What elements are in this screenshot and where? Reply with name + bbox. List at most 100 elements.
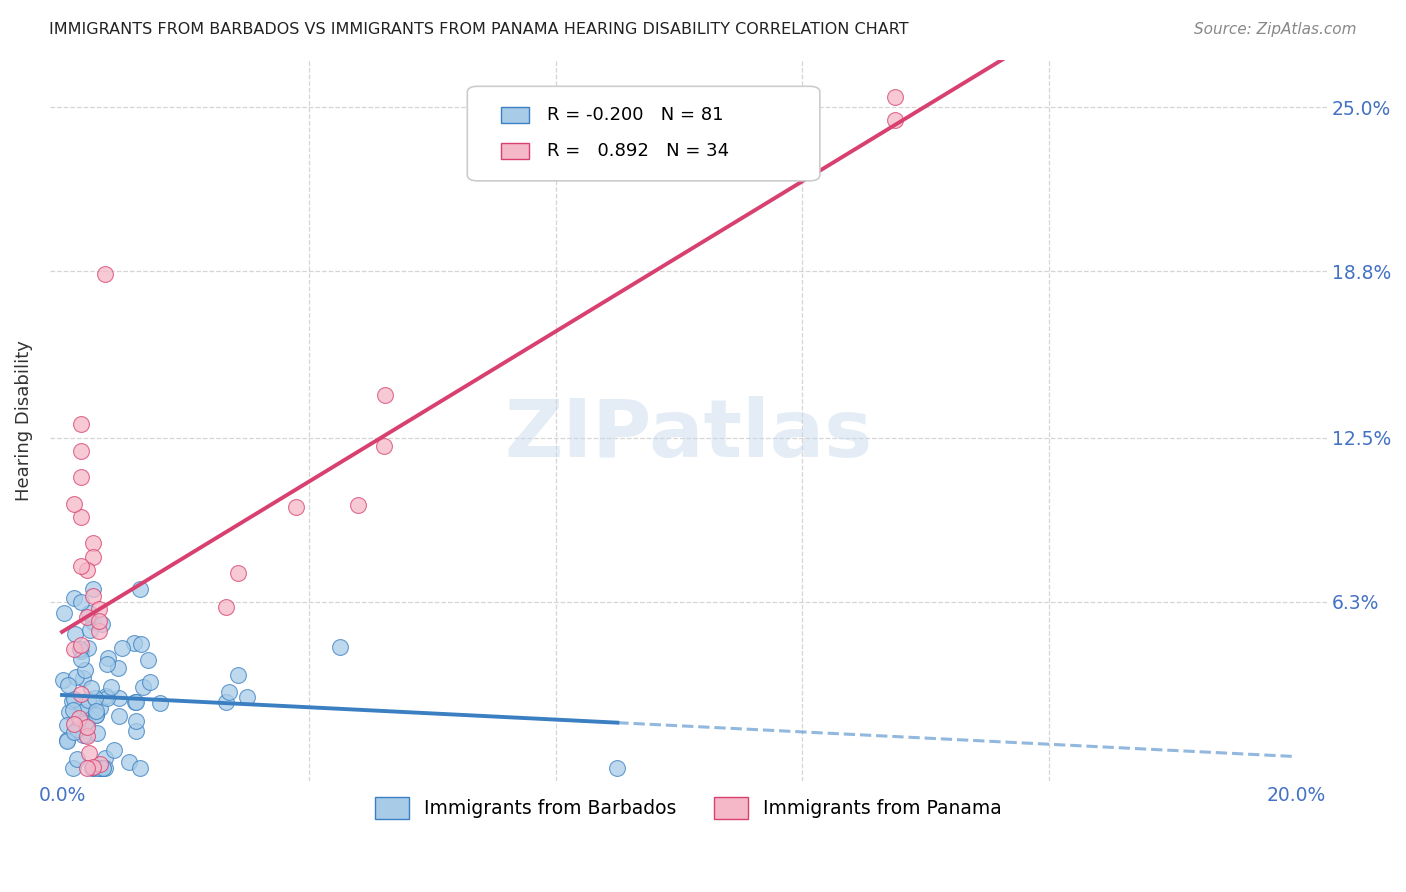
Point [108,709,131,723]
Point [884,113,907,128]
Point [77,692,100,706]
Point [125,695,148,709]
Point [124,695,146,709]
Point [70,699,93,714]
Point [83,761,105,775]
Point [129,637,152,651]
Point [94,751,117,765]
Point [73,715,96,730]
Point [228,668,250,682]
Point [69,443,91,458]
Point [76,730,98,744]
Point [111,640,134,655]
Point [94,267,117,281]
Point [69,652,91,666]
Point [76,714,98,729]
Text: R = -0.200   N = 81: R = -0.200 N = 81 [547,106,723,124]
Point [97,651,120,665]
Point [60,694,83,708]
Point [52,606,75,620]
Point [82,536,104,550]
Point [107,661,129,675]
Point [86,704,108,718]
Point [52,673,75,687]
Point [87,614,110,628]
Point [69,687,91,701]
Point [56,678,79,692]
Point [69,417,91,432]
Point [82,589,104,603]
Point [76,720,98,734]
Point [89,757,111,772]
Point [70,644,93,658]
Point [107,690,129,705]
Point [118,755,141,769]
Point [84,708,107,723]
Point [87,761,110,775]
Point [76,761,98,775]
Point [69,642,91,657]
Point [66,752,89,766]
Point [63,497,86,511]
Point [63,725,86,739]
Point [65,670,87,684]
Point [884,90,907,104]
Point [96,691,118,706]
Point [218,685,240,699]
Point [215,600,238,615]
Point [89,700,111,714]
Point [149,696,172,710]
Text: R =   0.892   N = 34: R = 0.892 N = 34 [547,142,728,161]
FancyBboxPatch shape [467,87,820,181]
Point [87,624,110,638]
Point [79,623,101,637]
Text: ZIPatlas: ZIPatlas [505,396,872,474]
Point [63,642,86,657]
Point [129,761,152,775]
Bar [501,107,529,123]
Point [91,761,114,775]
Point [91,616,114,631]
Point [72,671,94,685]
Point [84,708,107,723]
Point [606,761,628,775]
Point [124,714,146,729]
Point [80,761,103,775]
Point [62,703,84,717]
Point [96,657,118,671]
Point [103,743,125,757]
Point [76,610,98,624]
Point [69,510,91,524]
Point [55,734,77,748]
Point [76,563,98,577]
Point [87,602,110,616]
Point [138,675,160,690]
Point [84,691,107,706]
Point [63,627,86,641]
Point [125,723,148,738]
Point [122,635,145,649]
Point [136,653,159,667]
Bar [501,144,529,159]
Point [94,761,117,775]
Point [82,582,104,597]
Point [72,728,94,742]
Point [75,664,97,678]
Point [69,470,91,484]
Point [76,641,98,656]
Point [236,690,259,704]
Point [77,606,100,620]
Point [56,733,79,747]
Point [63,692,86,706]
Point [82,549,104,564]
Point [86,726,108,740]
Point [374,388,396,402]
Text: IMMIGRANTS FROM BARBADOS VS IMMIGRANTS FROM PANAMA HEARING DISABILITY CORRELATIO: IMMIGRANTS FROM BARBADOS VS IMMIGRANTS F… [49,22,908,37]
Point [67,710,90,724]
Point [346,498,368,512]
Point [69,594,91,608]
Point [329,640,352,655]
Point [128,582,150,597]
Point [75,728,97,742]
Point [63,717,86,731]
